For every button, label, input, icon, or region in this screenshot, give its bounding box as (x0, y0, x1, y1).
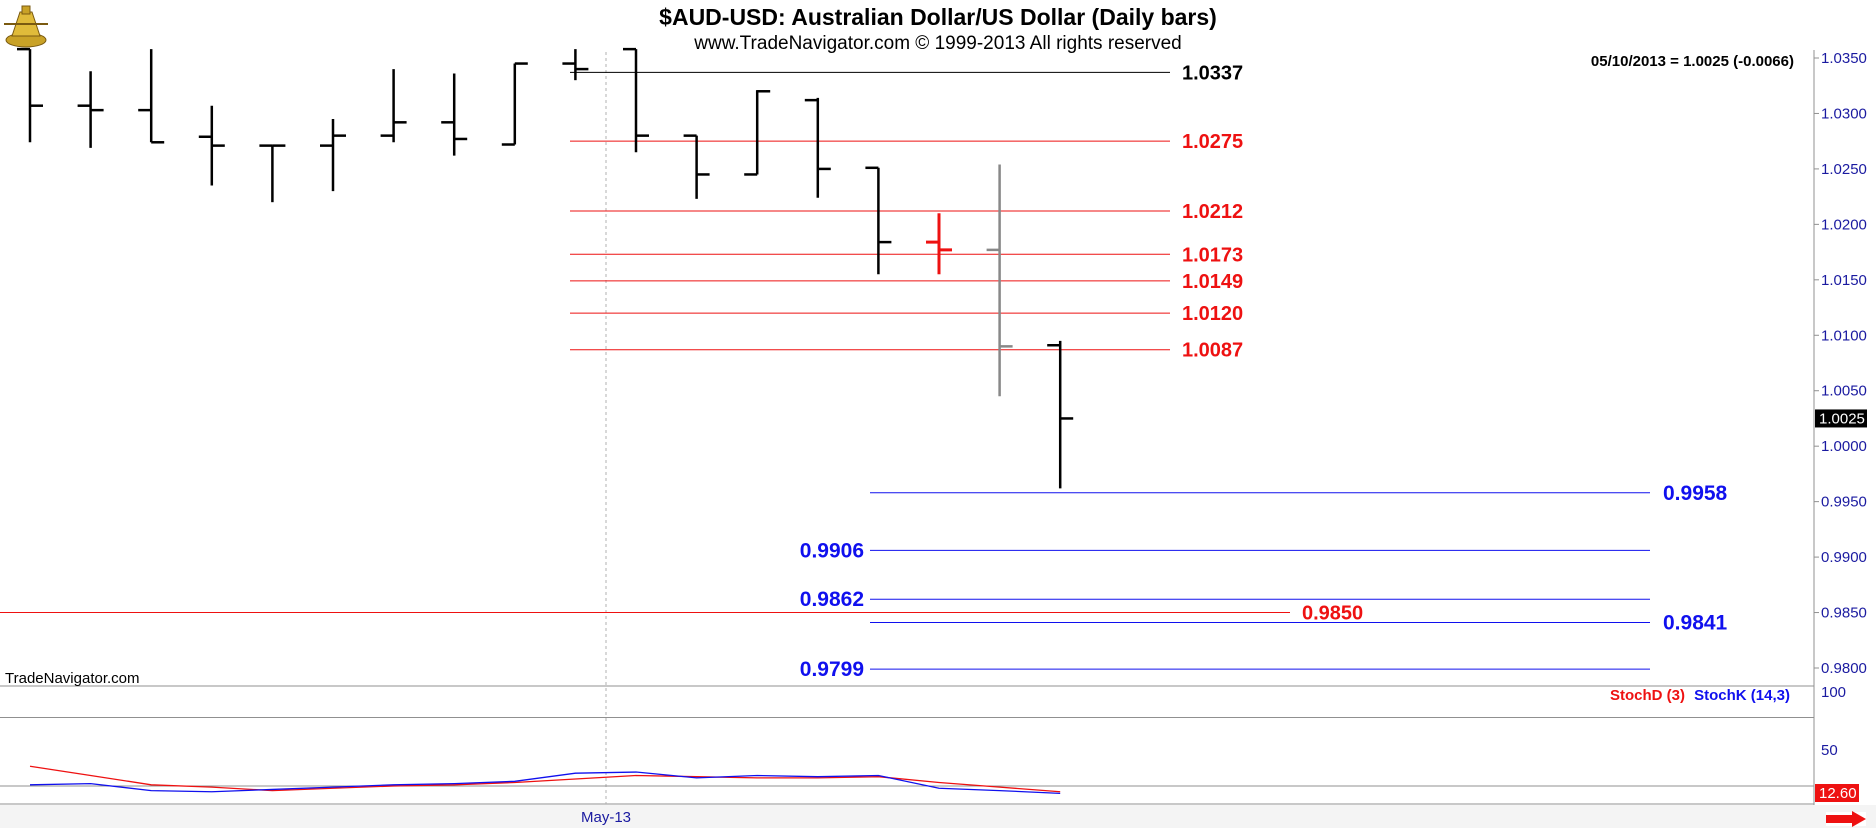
resistance-label: 1.0173 (1182, 244, 1243, 266)
resistance-label: 1.0087 (1182, 340, 1243, 362)
levels-layer: 1.0337 1.0275 1.0212 1.0173 1.0149 1.0120 1.00… (0, 62, 1728, 681)
resistance-label: 1.0212 (1182, 201, 1243, 223)
price-tick-label: 0.9900 (1821, 549, 1867, 566)
price-tick-label: 0.9950 (1821, 494, 1867, 511)
ohlc-bar (804, 97, 831, 198)
ohlc-bar (1047, 340, 1074, 489)
ohlc-bar (380, 69, 407, 143)
ohlc-bar (501, 62, 528, 146)
ohlc-bar (865, 166, 892, 275)
support-label: 0.9841 (1663, 612, 1728, 635)
xaxis-tick-label: May-13 (581, 809, 631, 826)
ohlc-bar (986, 164, 1013, 397)
ohlc-bar (198, 105, 225, 186)
watermark-text: TradeNavigator.com (5, 670, 140, 687)
stoch-current-box (1815, 784, 1859, 802)
price-tick-label: 1.0100 (1821, 327, 1867, 344)
current-price-label: 1.0025 (1819, 410, 1865, 427)
ohlc-bar (623, 47, 649, 153)
price-tick-label: 1.0000 (1821, 438, 1867, 455)
price-tick-label: 1.0150 (1821, 272, 1867, 289)
current-price-box (1815, 409, 1867, 428)
stoch-k-line (29, 771, 1061, 795)
ohlc-bar (441, 73, 468, 156)
ohlc-bar (17, 47, 43, 143)
ohlc-bar (683, 134, 710, 199)
stoch-k-legend: StochK (14,3) (1694, 687, 1790, 704)
stoch-tick-label: 50 (1821, 742, 1838, 759)
price-tick-label: 1.0250 (1821, 161, 1867, 178)
long-level-label: 0.9850 (1302, 603, 1363, 625)
support-label: 0.9958 (1663, 482, 1728, 505)
bars-layer (17, 47, 1074, 489)
price-tick-label: 1.0200 (1821, 216, 1867, 233)
price-tick-label: 1.0300 (1821, 105, 1867, 122)
resistance-label: 1.0337 (1182, 62, 1243, 84)
ohlc-bar (259, 144, 286, 203)
copyright-subtitle: www.TradeNavigator.com © 1999-2013 All r… (693, 33, 1181, 54)
ohlc-bar (562, 49, 589, 81)
ohlc-bar (77, 71, 104, 148)
price-axis: May-13 1.0350 1.0300 1.0250 1.0200 1.0150 1.01… (581, 50, 1867, 826)
ohlc-bar (320, 119, 346, 192)
ohlc-bar (744, 90, 771, 176)
last-quote-readout: 05/10/2013 = 1.0025 (-0.0066) (1591, 53, 1794, 70)
support-label: 0.9799 (800, 658, 864, 681)
logo-icon (2, 2, 52, 52)
stoch-d-legend: StochD (3) (1610, 687, 1685, 704)
support-label: 0.9906 (800, 539, 864, 562)
price-tick-label: 1.0350 (1821, 50, 1867, 67)
chart-title: $AUD-USD: Australian Dollar/US Dollar (D… (659, 4, 1217, 30)
resistance-label: 1.0275 (1182, 131, 1243, 153)
stoch-tick-label: 100 (1821, 684, 1846, 701)
scroll-right-arrow-icon[interactable] (1826, 811, 1866, 827)
price-tick-label: 1.0050 (1821, 383, 1867, 400)
support-label: 0.9862 (800, 588, 864, 611)
price-tick-label: 0.9850 (1821, 605, 1867, 622)
stochastic-panel: 100 50 12.60 (0, 684, 1859, 802)
xaxis-strip (0, 805, 1876, 828)
resistance-label: 1.0149 (1182, 271, 1243, 293)
stoch-current-label: 12.60 (1819, 785, 1857, 802)
price-tick-label: 0.9800 (1821, 660, 1867, 677)
resistance-label: 1.0120 (1182, 303, 1243, 325)
ohlc-bar (926, 213, 952, 275)
ohlc-bar (138, 49, 165, 144)
